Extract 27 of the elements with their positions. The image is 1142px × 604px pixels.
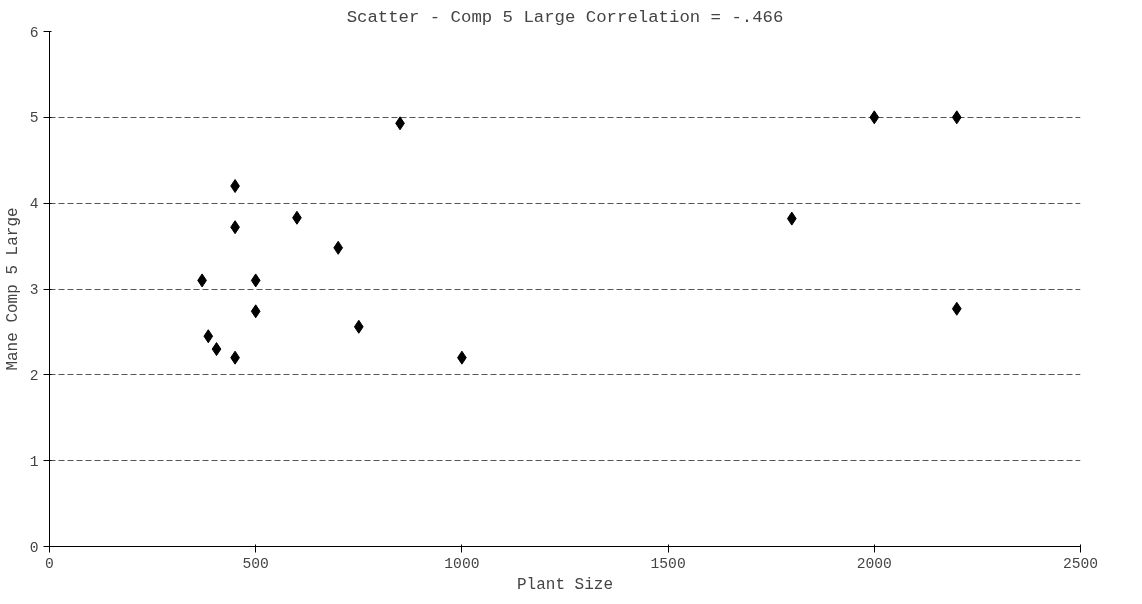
y-tick-label: 1 bbox=[29, 453, 39, 470]
point bbox=[250, 273, 261, 288]
x-tick-label: 2500 bbox=[1062, 555, 1099, 572]
y-tick-label: 6 bbox=[29, 24, 39, 41]
x-tick-label: 2000 bbox=[856, 555, 892, 572]
point bbox=[353, 319, 364, 334]
point bbox=[951, 301, 962, 316]
point bbox=[211, 342, 222, 357]
point bbox=[203, 329, 214, 344]
y-tick-label: 2 bbox=[29, 367, 39, 384]
y-axis-title: Mane Comp 5 Large bbox=[3, 207, 22, 371]
point bbox=[786, 211, 797, 226]
point bbox=[951, 110, 962, 125]
x-tick-label: 500 bbox=[242, 555, 269, 572]
x-tick-label: 1500 bbox=[650, 555, 686, 572]
x-tick-label: 1000 bbox=[444, 555, 480, 572]
y-tick-label: 0 bbox=[29, 539, 39, 556]
y-tick-label: 4 bbox=[29, 196, 39, 213]
y-tick-label: 3 bbox=[29, 282, 39, 298]
point bbox=[869, 110, 880, 125]
x-tick-label: 0 bbox=[45, 555, 54, 572]
y-tick-label: 5 bbox=[29, 110, 39, 127]
point bbox=[333, 240, 344, 255]
x-axis-title: Plant Size bbox=[516, 575, 614, 594]
chart-title: Scatter - Comp 5 Large Correlation = -.466 bbox=[346, 7, 784, 27]
point bbox=[250, 304, 261, 319]
point bbox=[230, 179, 240, 193]
